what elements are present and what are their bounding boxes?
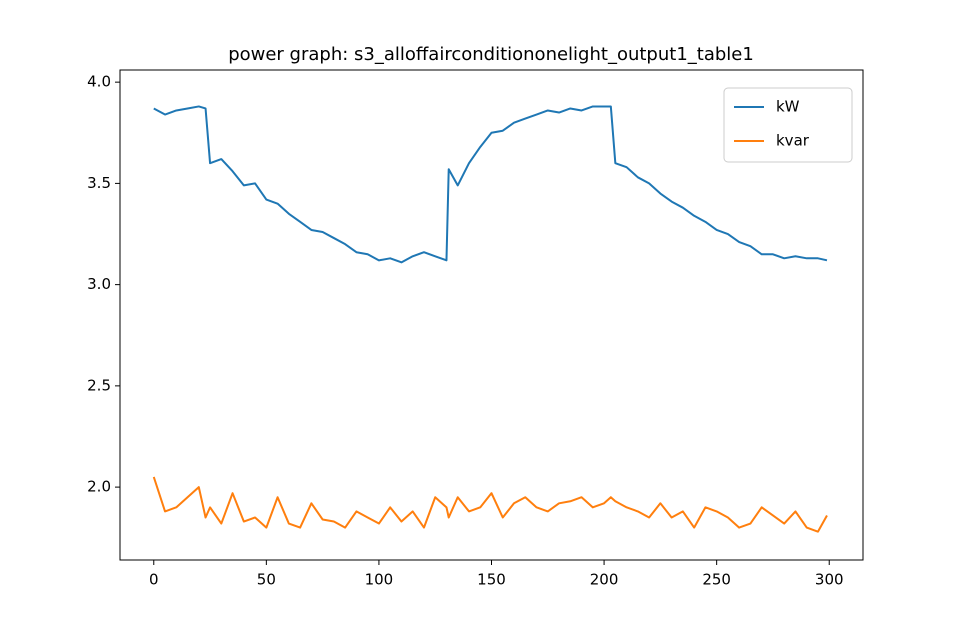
x-tick-label: 100 xyxy=(365,571,394,589)
chart-title: power graph: s3_alloffairconditiononelig… xyxy=(228,44,754,65)
y-tick-label: 3.5 xyxy=(87,174,111,192)
x-tick-label: 50 xyxy=(257,571,276,589)
legend-label: kW xyxy=(776,98,800,116)
y-tick-label: 2.5 xyxy=(87,376,111,394)
x-tick-label: 0 xyxy=(149,571,159,589)
line-series xyxy=(153,105,828,264)
x-tick-label: 150 xyxy=(477,571,506,589)
legend-label: kvar xyxy=(776,132,810,150)
y-tick-label: 2.0 xyxy=(87,478,111,496)
y-tick-label: 3.0 xyxy=(87,275,111,293)
y-tick-label: 4.0 xyxy=(87,73,111,91)
x-tick-label: 300 xyxy=(815,571,844,589)
plot-frame xyxy=(119,69,864,561)
x-tick-label: 200 xyxy=(590,571,619,589)
line-series xyxy=(152,476,828,533)
x-tick-label: 250 xyxy=(702,571,731,589)
